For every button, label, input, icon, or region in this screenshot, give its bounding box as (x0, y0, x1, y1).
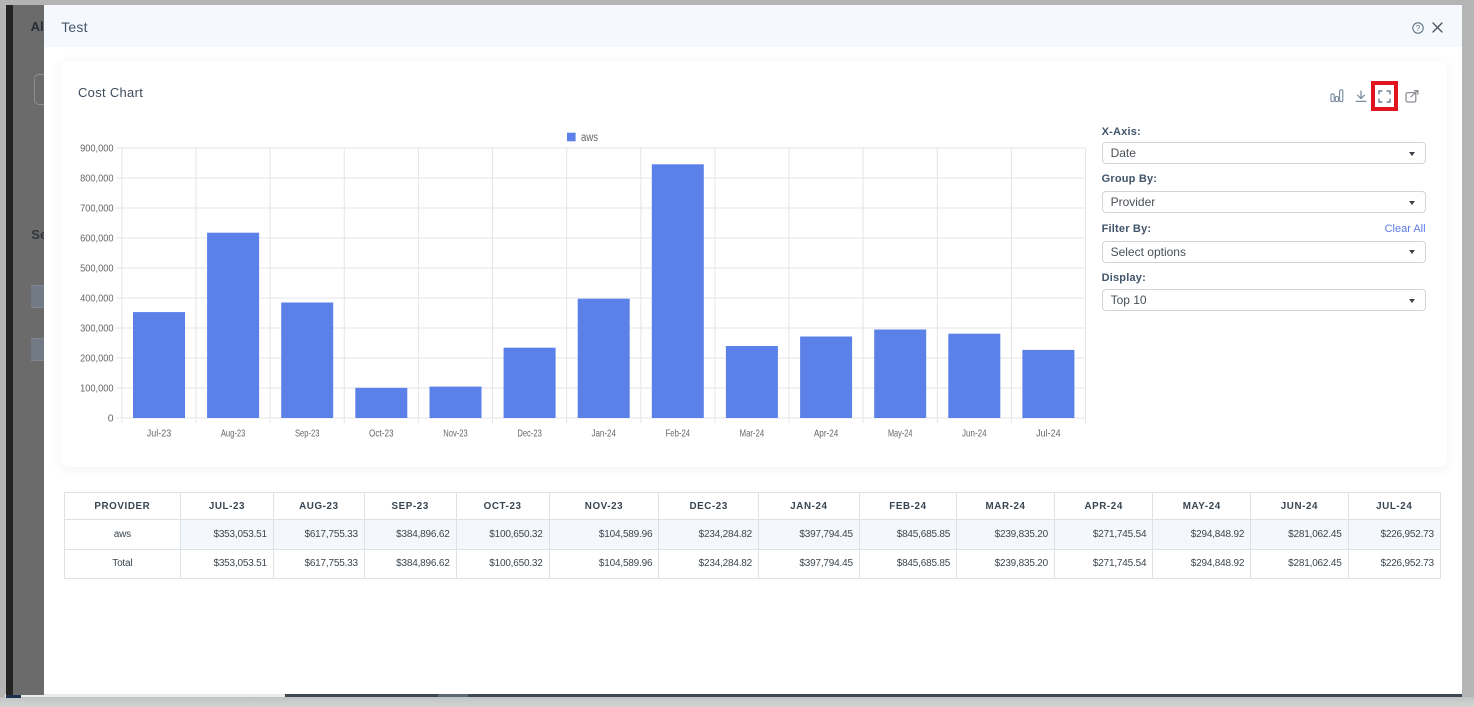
svg-text:Jan-24: Jan-24 (591, 427, 616, 439)
svg-text:Mar-24: Mar-24 (740, 427, 765, 439)
svg-text:100,000: 100,000 (80, 383, 114, 395)
svg-text:300,000: 300,000 (80, 323, 114, 335)
svg-text:800,000: 800,000 (80, 173, 114, 185)
svg-text:aws: aws (581, 132, 598, 144)
svg-text:600,000: 600,000 (80, 233, 114, 245)
svg-text:Jul-24: Jul-24 (1036, 427, 1061, 439)
svg-text:Feb-24: Feb-24 (666, 427, 691, 439)
svg-text:Dec-23: Dec-23 (517, 427, 542, 439)
svg-text:Sep-23: Sep-23 (295, 427, 320, 439)
svg-text:200,000: 200,000 (80, 353, 114, 365)
svg-text:Aug-23: Aug-23 (221, 427, 246, 439)
svg-text:Nov-23: Nov-23 (443, 427, 468, 439)
svg-text:Apr-24: Apr-24 (814, 427, 839, 439)
svg-text:?: ? (1416, 24, 1421, 33)
svg-text:Jul-23: Jul-23 (147, 427, 172, 439)
svg-text:Oct-23: Oct-23 (369, 427, 394, 439)
svg-text:0: 0 (108, 413, 114, 425)
svg-text:900,000: 900,000 (80, 143, 114, 155)
svg-text:700,000: 700,000 (80, 203, 114, 215)
svg-text:Jun-24: Jun-24 (962, 427, 987, 439)
svg-text:400,000: 400,000 (80, 293, 114, 305)
svg-text:500,000: 500,000 (80, 263, 114, 275)
svg-text:May-24: May-24 (888, 427, 913, 439)
